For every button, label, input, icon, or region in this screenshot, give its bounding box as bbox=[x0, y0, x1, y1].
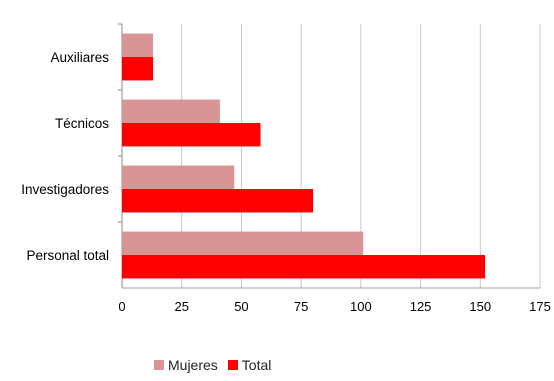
x-tick-label-100: 100 bbox=[350, 299, 372, 314]
legend-swatch-mujeres bbox=[154, 360, 164, 370]
bar-total-tecnicos bbox=[122, 123, 261, 147]
x-tick-label-125: 125 bbox=[410, 299, 432, 314]
x-tick-label-75: 75 bbox=[294, 299, 308, 314]
x-tick-label-25: 25 bbox=[174, 299, 188, 314]
y-tick-label-auxiliares: Auxiliares bbox=[50, 50, 109, 65]
y-tick-label-tecnicos: Técnicos bbox=[55, 116, 109, 131]
x-tick-label-50: 50 bbox=[234, 299, 248, 314]
x-tick-label-150: 150 bbox=[469, 299, 491, 314]
legend: Mujeres Total bbox=[154, 356, 271, 374]
y-tick-label-personal-total: Personal total bbox=[26, 248, 109, 263]
bar-total-personal-total bbox=[122, 255, 486, 279]
bar-total-investigadores bbox=[122, 189, 314, 213]
legend-swatch-total bbox=[227, 360, 238, 370]
legend-item-mujeres: Mujeres bbox=[154, 357, 218, 373]
x-tick-label-0: 0 bbox=[118, 299, 125, 314]
legend-label-mujeres: Mujeres bbox=[168, 357, 218, 373]
y-tick-label-investigadores: Investigadores bbox=[21, 182, 109, 197]
bar-mujeres-investigadores bbox=[122, 165, 235, 189]
bar-total-auxiliares bbox=[122, 57, 154, 81]
bar-mujeres-personal-total bbox=[122, 231, 364, 255]
x-tick-label-175: 175 bbox=[529, 299, 551, 314]
legend-item-total: Total bbox=[227, 357, 272, 373]
legend-label-total: Total bbox=[241, 357, 272, 373]
bar-mujeres-auxiliares bbox=[122, 33, 154, 57]
bar-mujeres-tecnicos bbox=[122, 99, 220, 123]
